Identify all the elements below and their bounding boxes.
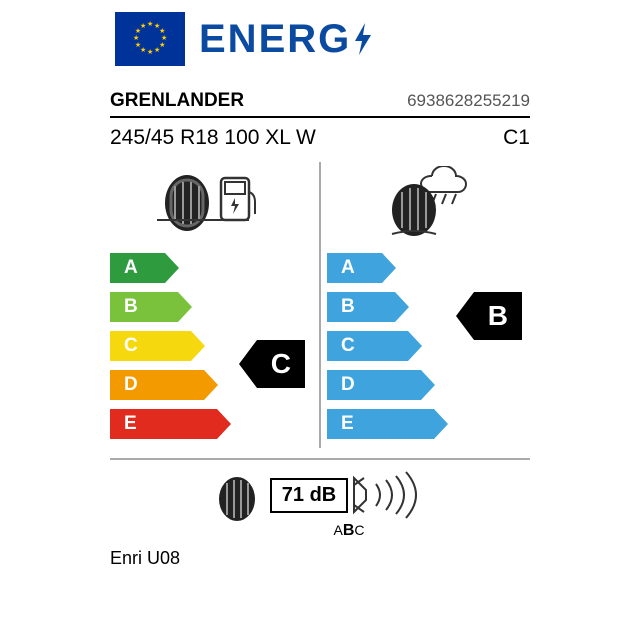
divider-line [110, 116, 530, 118]
noise-class-selected: B [343, 522, 355, 539]
noise-value: 71 dB [270, 478, 348, 513]
tyre-size: 245/45 R18 100 XL W [110, 126, 316, 150]
noise-tyre-icon [212, 471, 262, 539]
fuel-icon-row [110, 162, 313, 244]
eu-flag-icon: ★★★★★★★★★★★★ [115, 12, 185, 66]
grade-arrow-c: C [327, 331, 530, 361]
energy-wordmark: ENERG [199, 17, 375, 62]
wet-arrows: ABBCDE [327, 253, 530, 439]
sound-waves-icon [348, 470, 428, 520]
column-divider [319, 162, 321, 448]
grade-arrow-b: B [110, 292, 313, 322]
wet-icon-row [327, 162, 530, 244]
fuel-arrows: ABCCDE [110, 253, 313, 439]
grade-arrow-a: A [110, 253, 313, 283]
grade-arrow-d: D [327, 370, 530, 400]
noise-value-group: 71 dB ABC [270, 470, 428, 540]
grade-arrow-e: E [110, 409, 313, 439]
fuel-icon [157, 168, 267, 238]
brand-name: GRENLANDER [110, 90, 244, 112]
grade-arrow-e: E [327, 409, 530, 439]
size-row: 245/45 R18 100 XL W C1 [110, 126, 530, 150]
brand-row: GRENLANDER 6938628255219 [110, 90, 530, 112]
noise-class-scale: ABC [333, 522, 364, 540]
model-name: Enri U08 [110, 548, 530, 569]
bolt-icon [351, 21, 375, 57]
product-code: 6938628255219 [407, 91, 530, 111]
wet-icon [374, 166, 484, 241]
wet-column: ABBCDE [327, 162, 530, 448]
energy-header: ★★★★★★★★★★★★ ENERG [115, 12, 530, 66]
class-code: C1 [503, 126, 530, 150]
noise-section: 71 dB ABC [110, 470, 530, 540]
fuel-column: ABCCDE [110, 162, 313, 448]
rating-columns: ABCCDE ABBCDE [110, 162, 530, 460]
tyre-label: ★★★★★★★★★★★★ ENERG GRENLANDER 6938628255… [110, 0, 530, 569]
grade-arrow-d: D [110, 370, 313, 400]
grade-arrow-a: A [327, 253, 530, 283]
